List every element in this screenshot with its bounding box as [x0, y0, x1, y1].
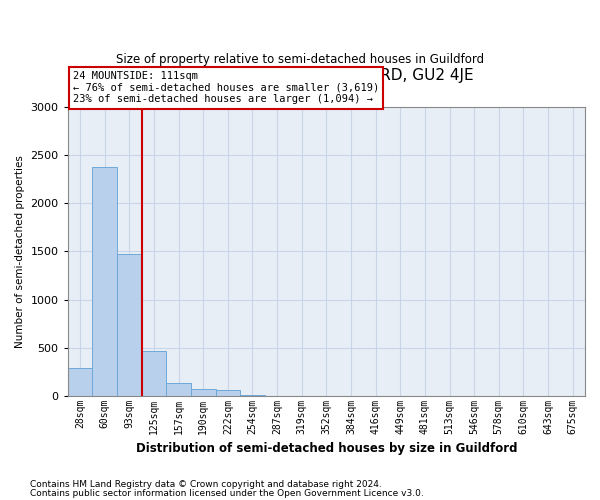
Bar: [191, 390, 215, 396]
Text: Size of property relative to semi-detached houses in Guildford: Size of property relative to semi-detach…: [116, 52, 484, 66]
Text: Contains HM Land Registry data © Crown copyright and database right 2024.: Contains HM Land Registry data © Crown c…: [30, 480, 382, 489]
Bar: [142, 352, 166, 396]
Bar: [117, 254, 142, 396]
Bar: [92, 167, 117, 396]
Bar: [68, 368, 92, 396]
Text: Contains public sector information licensed under the Open Government Licence v3: Contains public sector information licen…: [30, 489, 424, 498]
Y-axis label: Number of semi-detached properties: Number of semi-detached properties: [15, 155, 25, 348]
Bar: [215, 390, 240, 396]
Text: 24 MOUNTSIDE: 111sqm
← 76% of semi-detached houses are smaller (3,619)
23% of se: 24 MOUNTSIDE: 111sqm ← 76% of semi-detac…: [73, 71, 379, 104]
Title: 24, MOUNTSIDE, GUILDFORD, GU2 4JE: 24, MOUNTSIDE, GUILDFORD, GU2 4JE: [179, 68, 473, 82]
X-axis label: Distribution of semi-detached houses by size in Guildford: Distribution of semi-detached houses by …: [136, 442, 517, 455]
Bar: [166, 383, 191, 396]
